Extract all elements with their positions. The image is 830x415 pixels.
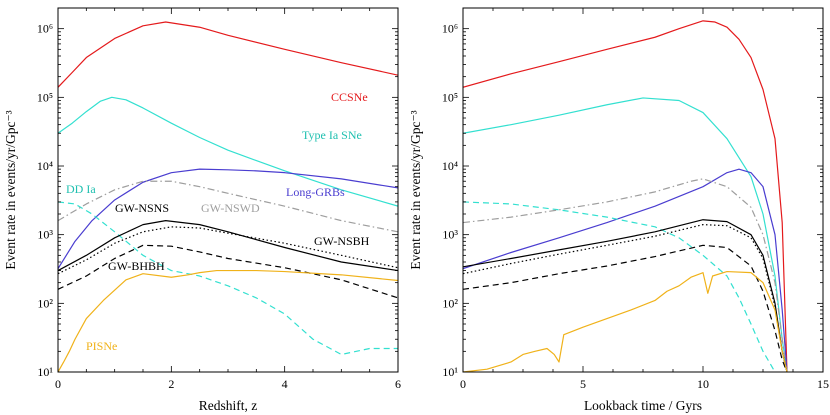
series-line-gw-bhbh bbox=[463, 244, 788, 372]
panel-redshift: 0 2 4 6 10⁶ 10⁵ 10⁴ 10³ 10² 10¹ Redshift, z Event r… bbox=[3, 7, 401, 413]
series-line-type-ia-sne bbox=[58, 96, 398, 207]
series-line-long-grbs bbox=[463, 168, 788, 372]
series-line-gw-nsns bbox=[58, 220, 398, 272]
annotation-gw-nswd: GW-NSWD bbox=[201, 201, 260, 215]
panel-lookback-time: 0 5 10 15 10⁶ 10⁵ 10⁴ 10³ 10² 10¹ Lookback time / … bbox=[408, 7, 829, 413]
series-line-gw-nsbh bbox=[463, 224, 788, 372]
annotations: CCSNe Type Ia SNe Long-GRBs DD Ia GW-NSN… bbox=[66, 90, 370, 353]
x-tick-label: 0 bbox=[460, 377, 466, 391]
y-tick-label: 10⁵ bbox=[442, 90, 458, 104]
x-axis-label: Lookback time / Gyrs bbox=[584, 398, 702, 413]
annotation-long-grbs: Long-GRBs bbox=[286, 185, 345, 199]
x-tick-label: 15 bbox=[817, 377, 829, 391]
x-tick-label: 2 bbox=[168, 377, 174, 391]
series-line-gw-nswd bbox=[463, 178, 788, 372]
x-tick-label: 4 bbox=[282, 377, 288, 391]
x-tick-label: 5 bbox=[580, 377, 586, 391]
x-tick-label: 6 bbox=[395, 377, 401, 391]
series-line-ccsne bbox=[58, 21, 398, 88]
series-line-gw-nsns bbox=[463, 219, 788, 372]
y-tick-label: 10¹ bbox=[37, 365, 53, 379]
y-tick-label: 10³ bbox=[442, 228, 458, 242]
series-group bbox=[463, 20, 788, 372]
x-axis-label: Redshift, z bbox=[199, 398, 258, 413]
x-tick-label: 10 bbox=[697, 377, 709, 391]
y-axis-label: Event rate in events/yr/Gpc⁻³ bbox=[3, 110, 18, 269]
y-tick-label: 10⁴ bbox=[37, 159, 53, 173]
y-tick-label: 10¹ bbox=[442, 365, 458, 379]
x-tick-label: 0 bbox=[55, 377, 61, 391]
y-tick-label: 10⁶ bbox=[442, 22, 458, 36]
y-tick-label: 10⁴ bbox=[442, 159, 458, 173]
plot-frame bbox=[57, 7, 399, 373]
y-tick-label: 10² bbox=[37, 296, 53, 310]
series-group bbox=[58, 21, 398, 372]
series-line-gw-nswd bbox=[58, 180, 398, 233]
annotation-pisne: PISNe bbox=[86, 339, 117, 353]
annotation-gw-bhbh: GW-BHBH bbox=[108, 259, 165, 273]
y-tick-label: 10³ bbox=[37, 228, 53, 242]
annotation-gw-nsns: GW-NSNS bbox=[115, 201, 169, 215]
series-line-type-ia-sne bbox=[463, 97, 788, 372]
annotation-type-ia-sne: Type Ia SNe bbox=[302, 128, 362, 142]
series-line-pisne bbox=[58, 269, 398, 372]
series-line-pisne bbox=[463, 270, 788, 372]
series-line-ccsne bbox=[463, 20, 788, 372]
y-axis-label: Event rate in events/yr/Gpc⁻³ bbox=[408, 110, 423, 269]
y-tick-label: 10⁶ bbox=[37, 22, 53, 36]
series-line-long-grbs bbox=[58, 168, 398, 269]
series-line-dd-ia bbox=[463, 201, 776, 372]
annotation-gw-nsbh: GW-NSBH bbox=[314, 234, 370, 248]
y-tick-label: 10⁵ bbox=[37, 90, 53, 104]
y-tick-label: 10² bbox=[442, 296, 458, 310]
series-line-dd-ia bbox=[58, 201, 398, 356]
annotation-dd-ia: DD Ia bbox=[66, 182, 96, 196]
plot-frame bbox=[462, 7, 824, 373]
annotation-ccsne: CCSNe bbox=[331, 90, 368, 104]
